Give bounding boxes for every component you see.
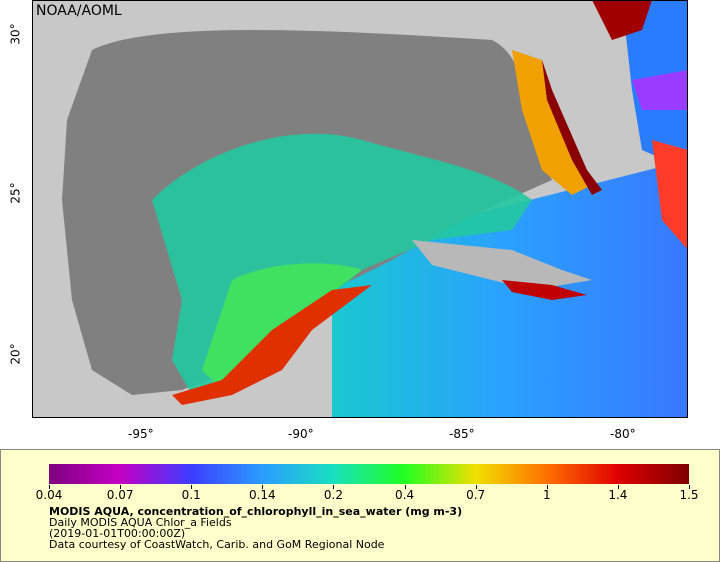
x-tick-label: -80° <box>610 427 636 441</box>
legend-title: MODIS AQUA, concentration_of_chlorophyll… <box>49 505 463 518</box>
colorbar-tick <box>120 485 122 489</box>
chlorophyll-coastal-high <box>172 285 372 405</box>
colorbar-tick <box>475 485 477 489</box>
colorbar-tick <box>191 485 193 489</box>
colorbar-tick <box>333 485 335 489</box>
chlorophyll-bahamas-banks <box>652 140 688 250</box>
colorbar-tick-label: 1.4 <box>608 488 628 502</box>
x-tick-label: -95° <box>128 427 154 441</box>
chlorophyll-map: NOAA/AOML <box>32 0 688 418</box>
colorbar-tick <box>49 485 50 489</box>
x-tick-label: -90° <box>288 427 314 441</box>
legend-panel: 0.04 0.07 0.1 0.14 0.2 0.4 0.7 1 1.4 1.5 MODIS AQ… <box>0 449 720 562</box>
colorbar-tick <box>546 485 548 489</box>
credit-label: NOAA/AOML <box>36 3 122 19</box>
colorbar-tick-label: 0.7 <box>466 488 486 502</box>
colorbar-tick-label: 0.14 <box>248 488 276 502</box>
legend-time: (2019-01-01T00:00:00Z) <box>49 527 186 540</box>
y-tick-label: 25° <box>8 182 23 204</box>
legend-courtesy: Data courtesy of CoastWatch, Carib. and … <box>49 538 385 551</box>
chlorophyll-bahamas <box>632 70 688 110</box>
colorbar-tick-label: 0.4 <box>395 488 415 502</box>
colorbar-tick <box>262 485 264 489</box>
colorbar-tick <box>689 485 690 489</box>
colorbar-tick-label: 0.1 <box>181 488 201 502</box>
colorbar-tick <box>617 485 619 489</box>
map-canvas <box>32 0 688 418</box>
y-tick-label: 20° <box>8 343 23 365</box>
legend-dataset: Daily MODIS AQUA Chlor_a Fields <box>49 516 232 529</box>
colorbar-tick-label: 1 <box>542 488 551 502</box>
x-tick-label: -85° <box>449 427 475 441</box>
colorbar-tick-label: 0.2 <box>323 488 343 502</box>
colorbar <box>49 464 689 484</box>
chlorophyll-atlantic-coast <box>592 0 652 40</box>
colorbar-tick-label: 0.04 <box>35 488 63 502</box>
y-tick-label: 30° <box>8 23 23 45</box>
map-border <box>32 0 688 418</box>
cuba-island <box>412 240 592 290</box>
colorbar-tick <box>404 485 406 489</box>
chlorophyll-cuba-coast <box>502 280 587 300</box>
colorbar-tick-label: 1.5 <box>679 488 699 502</box>
colorbar-tick-label: 0.07 <box>106 488 134 502</box>
